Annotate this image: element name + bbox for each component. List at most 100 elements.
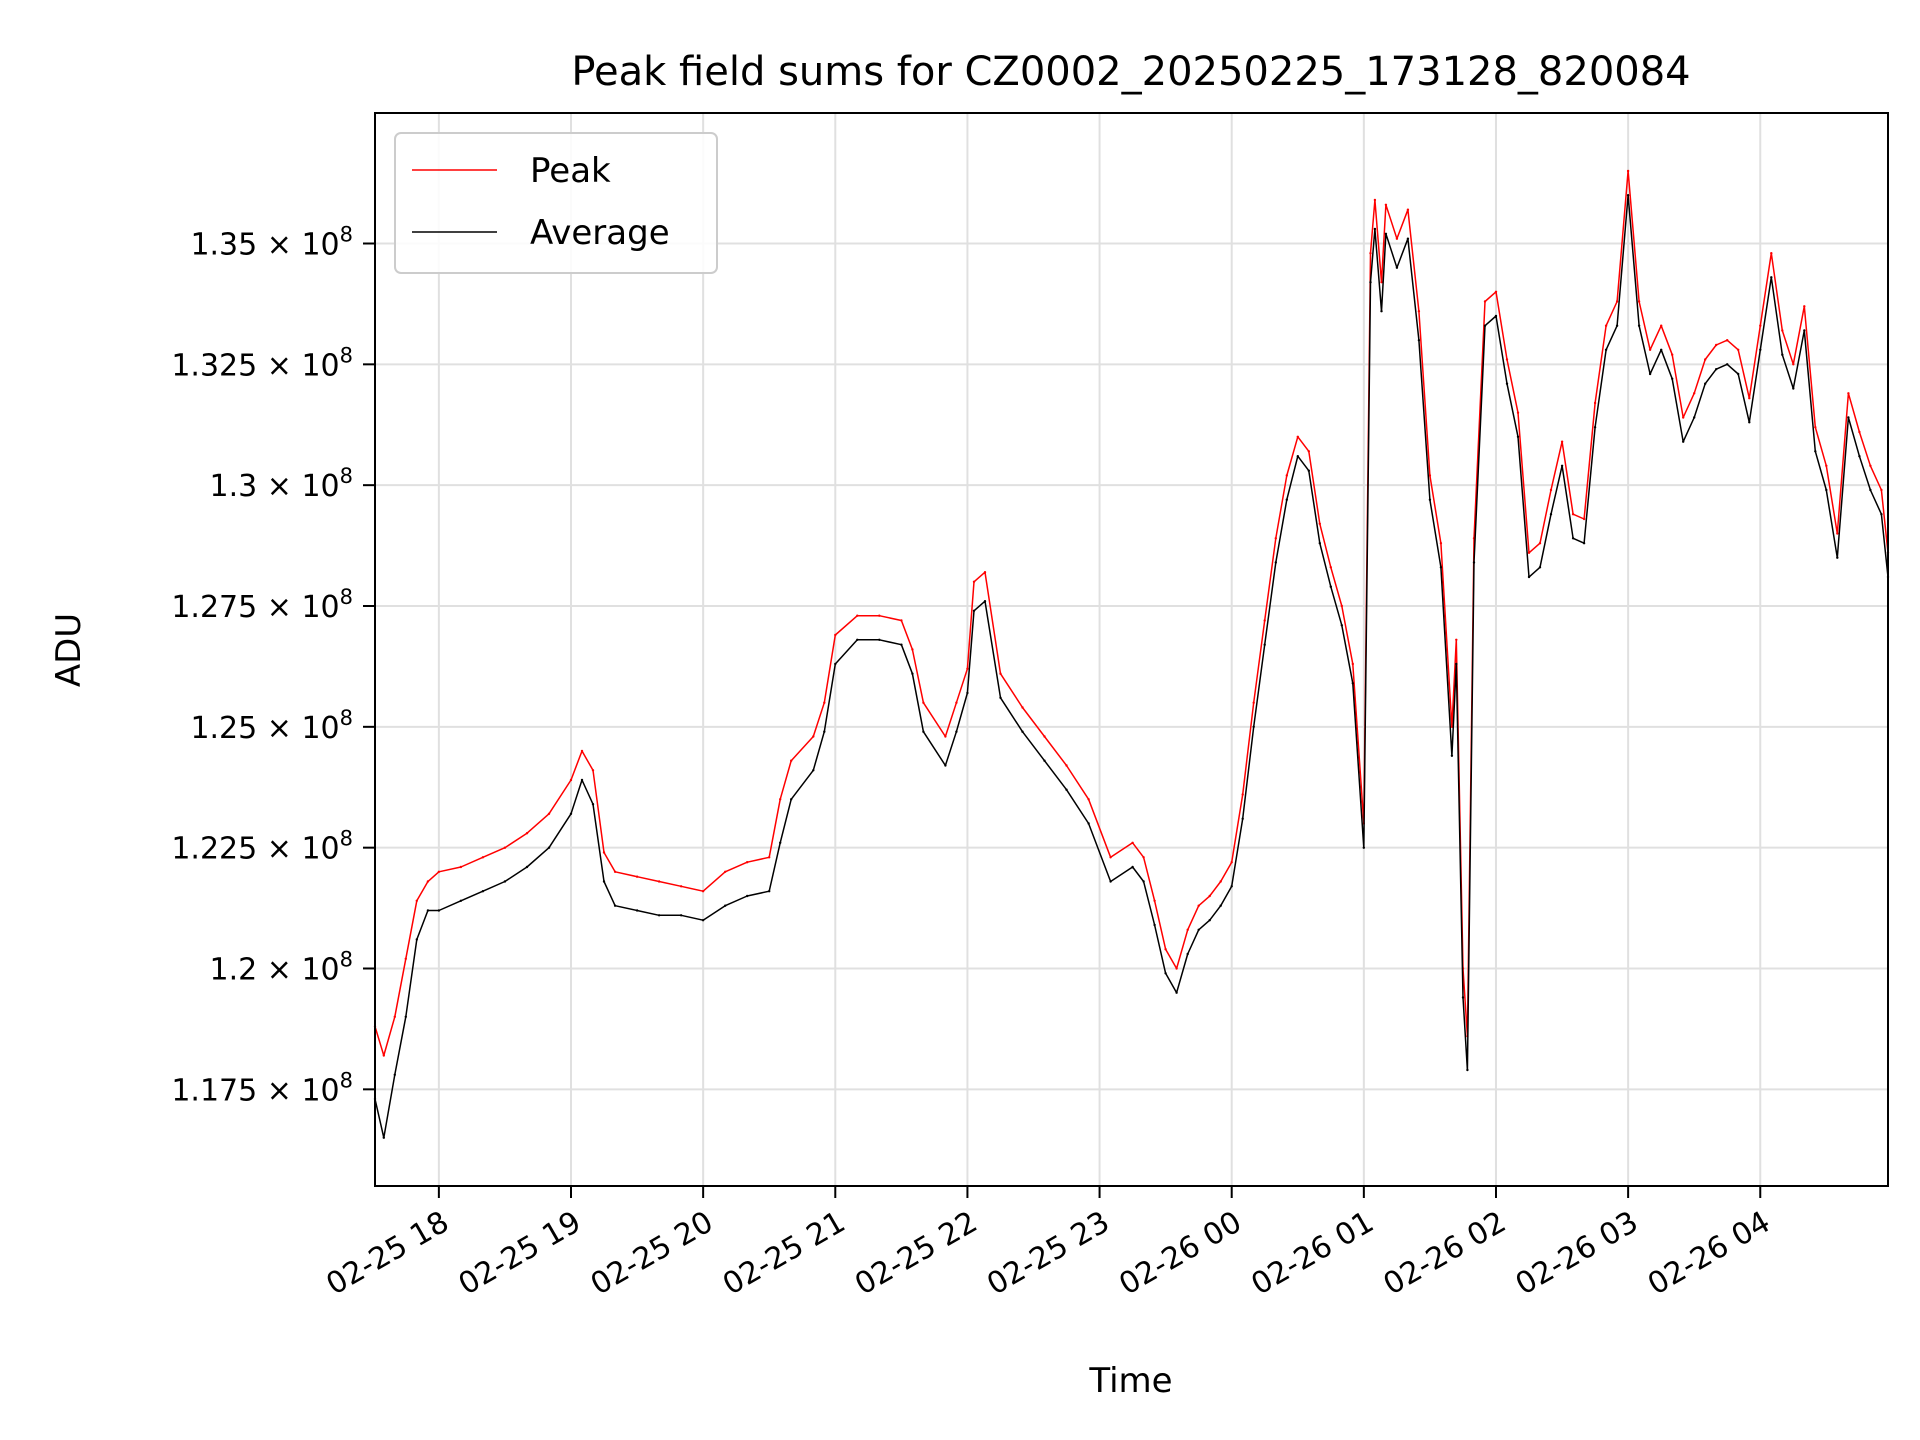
- series-point-average: [1593, 426, 1597, 429]
- series-point-peak: [1626, 169, 1630, 173]
- legend-box: [394, 132, 718, 274]
- y-tick-exponent: 8: [340, 706, 353, 730]
- series-point-peak: [1406, 208, 1410, 211]
- series-point-average: [944, 764, 947, 767]
- series-point-peak: [1671, 353, 1674, 356]
- series-point-peak: [613, 870, 617, 873]
- series-point-average: [481, 890, 485, 893]
- series-point-peak: [1384, 203, 1388, 206]
- series-point-peak: [1660, 324, 1663, 327]
- series-point-peak: [1395, 237, 1399, 240]
- series-point-average: [1571, 537, 1575, 540]
- series-point-peak: [1263, 619, 1266, 622]
- series-point-peak: [1560, 440, 1564, 443]
- series-point-peak: [834, 633, 837, 637]
- series-point-peak: [900, 619, 903, 622]
- series-point-average: [1417, 339, 1421, 342]
- series-point-average: [1197, 928, 1200, 931]
- series-point-peak: [1505, 358, 1509, 361]
- series-point-average: [1406, 237, 1410, 240]
- series-point-average: [1759, 348, 1762, 351]
- series-point-average: [1455, 662, 1458, 666]
- series-point-peak: [1043, 735, 1046, 738]
- series-point-peak: [1186, 928, 1189, 931]
- series-point-peak: [966, 667, 969, 670]
- series-point-peak: [1450, 725, 1454, 728]
- series-point-average: [1615, 324, 1619, 327]
- series-point-peak: [911, 648, 914, 651]
- series-point-average: [1395, 266, 1399, 269]
- series-point-peak: [1219, 880, 1222, 883]
- series-point-peak: [1252, 701, 1255, 704]
- y-tick-mantissa: 1.25: [190, 711, 257, 746]
- series-point-peak: [878, 614, 881, 617]
- series-point-peak: [1704, 358, 1707, 361]
- y-tick-times: × 10: [257, 1073, 339, 1108]
- y-tick-label: 1.35 × 108: [190, 223, 353, 263]
- series-point-average: [602, 880, 606, 883]
- y-tick-mantissa: 1.175: [171, 1073, 257, 1108]
- series-point-peak: [1373, 198, 1377, 202]
- series-point-peak: [1604, 324, 1608, 327]
- series-point-peak: [426, 880, 430, 883]
- y-tick-exponent: 8: [340, 464, 353, 488]
- series-point-peak: [1748, 397, 1751, 400]
- series-point-average: [1770, 276, 1773, 279]
- series-point-peak: [569, 778, 573, 782]
- series-point-peak: [1494, 290, 1498, 293]
- series-point-peak: [1065, 764, 1068, 767]
- series-point-peak: [602, 851, 606, 854]
- series-point-peak: [1318, 522, 1322, 525]
- series-point-peak: [944, 735, 947, 738]
- series-point-peak: [701, 890, 705, 893]
- series-point-average: [1748, 421, 1751, 424]
- series-point-peak: [1715, 343, 1718, 347]
- series-point-average: [768, 890, 771, 893]
- series-point-peak: [1869, 464, 1872, 467]
- series-point-peak: [1307, 450, 1311, 453]
- series-point-average: [1726, 363, 1729, 366]
- series-point-peak: [823, 701, 826, 704]
- series-point-average: [1153, 923, 1156, 927]
- series-point-peak: [1516, 411, 1520, 414]
- legend: Peak Average: [394, 132, 718, 274]
- series-point-average: [613, 904, 617, 907]
- series-point-average: [1186, 952, 1189, 956]
- series-point-average: [1847, 416, 1850, 419]
- series-point-average: [1880, 513, 1883, 516]
- y-tick-exponent: 8: [340, 948, 353, 972]
- series-point-peak: [1208, 894, 1211, 898]
- series-point-average: [1065, 788, 1068, 791]
- series-point-average: [1131, 865, 1134, 869]
- series-point-peak: [1726, 339, 1729, 342]
- series-point-average: [1704, 382, 1707, 385]
- series-point-peak: [404, 957, 407, 960]
- series-point-average: [1296, 455, 1300, 458]
- series-point-peak: [1792, 363, 1795, 366]
- series-point-average: [657, 914, 661, 917]
- series-point-average: [1836, 556, 1839, 559]
- series-point-peak: [525, 832, 529, 835]
- series-point-peak: [1197, 904, 1200, 907]
- series-point-peak: [1131, 841, 1134, 844]
- series-point-peak: [635, 875, 639, 878]
- series-point-peak: [1759, 324, 1762, 327]
- series-point-average: [437, 909, 441, 912]
- series-point-peak: [1329, 566, 1333, 569]
- series-point-peak: [1455, 638, 1458, 641]
- series-point-average: [426, 909, 430, 912]
- series-point-peak: [1615, 300, 1619, 303]
- series-point-average: [679, 914, 683, 917]
- series-point-average: [1538, 566, 1542, 569]
- series-point-average: [823, 730, 826, 733]
- series-point-peak: [1637, 300, 1641, 303]
- series-point-peak: [1285, 474, 1289, 477]
- series-point-peak: [983, 571, 987, 574]
- x-axis-title: Time: [1088, 1361, 1172, 1401]
- series-point-peak: [1781, 329, 1784, 332]
- series-point-average: [911, 672, 914, 675]
- series-point-peak: [1021, 706, 1024, 709]
- series-point-average: [1351, 682, 1355, 685]
- series-point-peak: [724, 870, 727, 873]
